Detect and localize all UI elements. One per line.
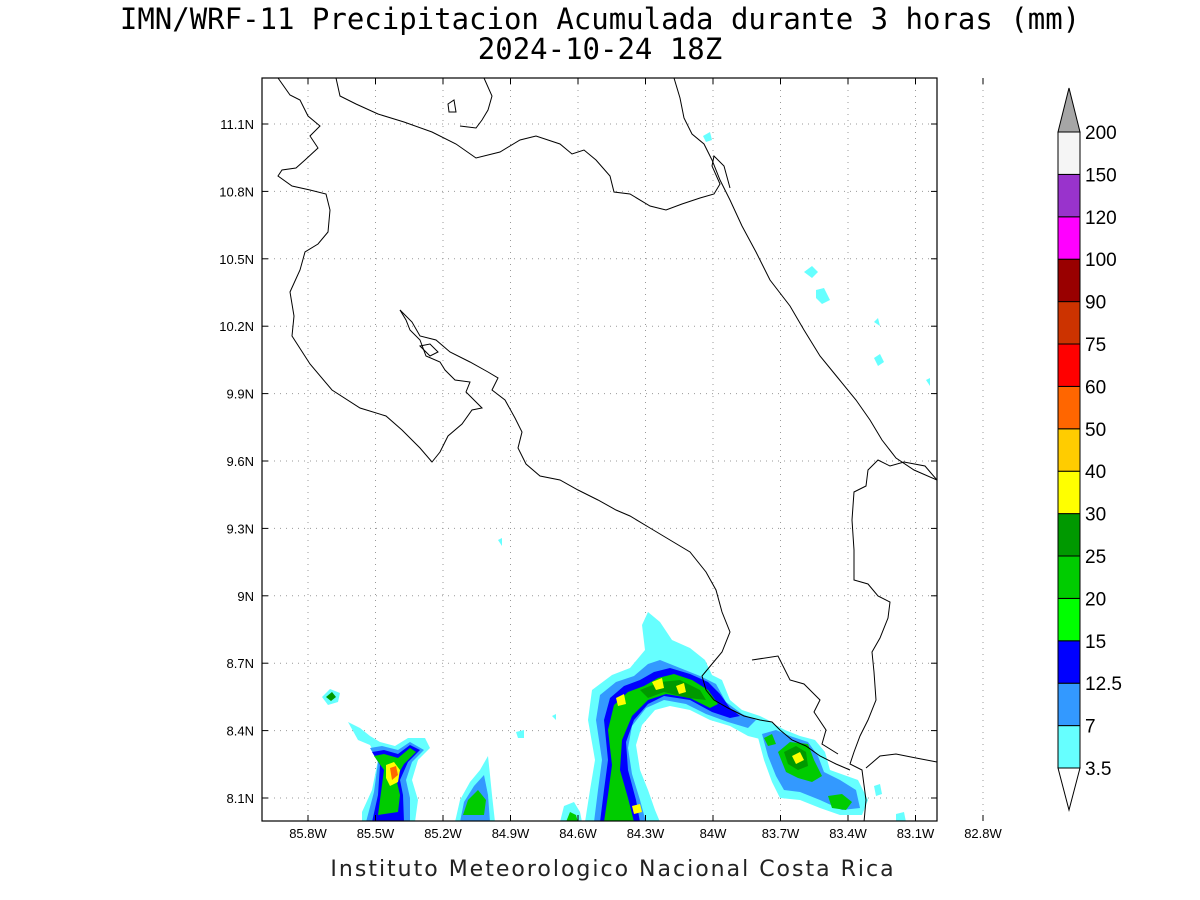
colorbar-label: 7	[1085, 717, 1096, 738]
colorbar-underflow-arrow	[1057, 767, 1081, 812]
y-tick-label: 8.7N	[227, 656, 254, 671]
y-tick-label: 10.8N	[219, 184, 254, 199]
map-subtitle-date: 2024-10-24 18Z	[477, 32, 723, 66]
y-tick-label: 8.4N	[227, 724, 254, 739]
precipitation-field	[322, 132, 930, 821]
x-tick-label: 85.5W	[357, 826, 395, 841]
x-tick-label: 82.8W	[964, 826, 1002, 841]
colorbar-label: 20	[1085, 589, 1106, 610]
colorbar-label: 150	[1085, 165, 1117, 186]
colorbar-swatch	[1057, 682, 1081, 727]
colorbar-swatch	[1057, 385, 1081, 430]
colorbar-label: 3.5	[1085, 759, 1111, 780]
colorbar-swatch	[1057, 343, 1081, 387]
y-tick-label: 9.6N	[227, 454, 254, 469]
colorbar-swatch	[1057, 131, 1081, 175]
colorbar-label: 12.5	[1085, 674, 1122, 695]
x-tick-label: 83.1W	[897, 826, 935, 841]
x-tick-label: 85.2W	[424, 826, 462, 841]
colorbar-swatch	[1057, 216, 1081, 260]
rain-cell-scattered	[498, 132, 930, 821]
y-tick-label: 8.1N	[227, 791, 254, 806]
colorbar-legend: 3.5 7 12.5 15 20 25 30 40 50 60 75 90 100 120 150 200	[1057, 87, 1122, 812]
colorbar-label: 30	[1085, 505, 1106, 526]
colorbar-label: 50	[1085, 420, 1106, 441]
y-tick-label: 9.3N	[227, 521, 254, 536]
x-tick-label: 84.3W	[627, 826, 665, 841]
colorbar-label: 100	[1085, 250, 1117, 271]
colorbar-label: 90	[1085, 293, 1106, 314]
colorbar-label: 15	[1085, 632, 1106, 653]
colorbar-label: 25	[1085, 547, 1106, 568]
y-axis-ticks: 11.1N 10.8N 10.5N 10.2N 9.9N 9.6N 9.3N 9N 8.7N 8.…	[219, 117, 937, 806]
x-tick-label: 83.7W	[762, 826, 800, 841]
y-tick-label: 9.9N	[227, 387, 254, 402]
rain-cell-central-pacific	[560, 612, 772, 821]
colorbar-label: 75	[1085, 335, 1106, 356]
y-tick-label: 11.1N	[220, 117, 254, 132]
x-tick-label: 84.6W	[559, 826, 597, 841]
colorbar-swatch	[1057, 301, 1081, 345]
map-title: IMN/WRF-11 Precipitacion Acumulada duran…	[119, 2, 1081, 36]
rain-cell-nicoya	[322, 689, 430, 821]
x-tick-label: 84W	[700, 826, 727, 841]
x-tick-label: 84.9W	[492, 826, 530, 841]
colorbar-label: 200	[1085, 123, 1117, 144]
plot-frame	[261, 77, 938, 822]
colorbar-label: 40	[1085, 462, 1106, 483]
colorbar-swatch	[1057, 258, 1081, 303]
y-tick-label: 9N	[237, 589, 254, 604]
x-axis-ticks: 85.8W 85.5W 85.2W 84.9W 84.6W 84.3W 84W 83.7W 83…	[289, 78, 1003, 841]
rain-cell-south-border	[756, 722, 868, 815]
colorbar-swatch	[1057, 173, 1081, 218]
colorbar-overflow-arrow	[1057, 87, 1081, 133]
colorbar-swatch	[1057, 513, 1081, 557]
x-tick-label: 85.8W	[289, 826, 327, 841]
y-tick-label: 10.5N	[219, 252, 254, 267]
rain-cell-84-9w	[455, 756, 495, 821]
colorbar-swatch	[1057, 470, 1081, 515]
colorbar-label: 120	[1085, 208, 1117, 229]
colorbar-swatch	[1057, 597, 1081, 642]
colorbar-swatch	[1057, 555, 1081, 599]
x-tick-label: 83.4W	[829, 826, 867, 841]
colorbar-label: 60	[1085, 377, 1106, 398]
colorbar-swatch	[1057, 725, 1081, 769]
coastline-and-borders	[277, 78, 937, 821]
colorbar-swatch	[1057, 640, 1081, 684]
credit-footer: Instituto Meteorologico Nacional Costa R…	[330, 857, 896, 882]
colorbar-swatch	[1057, 428, 1081, 472]
y-tick-label: 10.2N	[219, 319, 254, 334]
